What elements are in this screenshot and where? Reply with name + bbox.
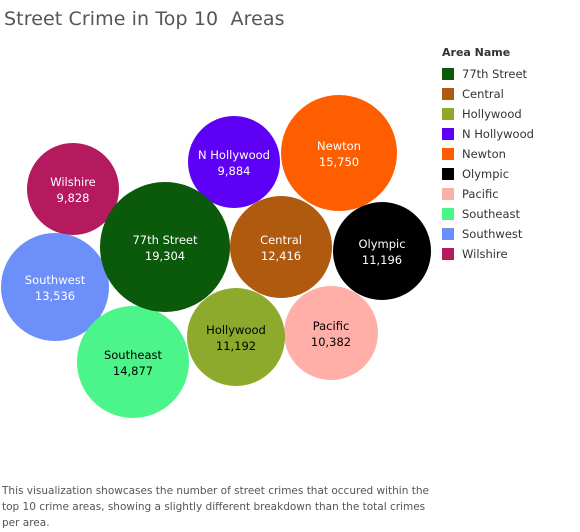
legend-label: Southeast: [462, 207, 521, 221]
legend-label: Pacific: [462, 187, 499, 201]
bubble-circle-southwest: [1, 233, 109, 341]
legend-item-southeast[interactable]: Southeast: [442, 204, 534, 224]
legend-swatch: [442, 88, 454, 100]
legend-swatch: [442, 188, 454, 200]
bubble-value-southwest: 13,536: [35, 289, 75, 303]
legend-swatch: [442, 248, 454, 260]
legend-label: Hollywood: [462, 107, 522, 121]
bubble-circle-newton: [281, 95, 397, 211]
bubble-label-olympic: Olympic: [358, 237, 405, 251]
bubble-label-n-hollywood: N Hollywood: [198, 148, 270, 162]
bubble-n-hollywood: N Hollywood 9,884: [188, 116, 280, 208]
legend-label: Wilshire: [462, 247, 508, 261]
legend-label: Olympic: [462, 167, 510, 181]
bubble-value-77th-street: 19,304: [145, 249, 185, 263]
bubble-circle-77th-street: [100, 182, 230, 312]
bubble-circle-southeast: [77, 306, 189, 418]
bubble-hollywood: Hollywood 11,192: [187, 288, 285, 386]
legend-label: Southwest: [462, 227, 523, 241]
legend-label: Central: [462, 87, 504, 101]
bubble-olympic: Olympic 11,196: [333, 202, 431, 300]
bubble-value-southeast: 14,877: [113, 364, 153, 378]
legend-title: Area Name: [442, 46, 511, 59]
legend-label: Newton: [462, 147, 506, 161]
legend-item-newton[interactable]: Newton: [442, 144, 534, 164]
legend-item-olympic[interactable]: Olympic: [442, 164, 534, 184]
legend-item-central[interactable]: Central: [442, 84, 534, 104]
bubble-wilshire: Wilshire 9,828: [27, 143, 119, 235]
bubble-pacific: Pacific 10,382: [284, 286, 378, 380]
legend-item-hollywood[interactable]: Hollywood: [442, 104, 534, 124]
bubble-77th-street: 77th Street 19,304: [100, 182, 230, 312]
bubble-southwest: Southwest 13,536: [1, 233, 109, 341]
bubble-circle-wilshire: [27, 143, 119, 235]
bubble-label-pacific: Pacific: [313, 319, 350, 333]
legend-swatch: [442, 168, 454, 180]
legend-swatch: [442, 208, 454, 220]
bubble-label-wilshire: Wilshire: [50, 175, 96, 189]
legend-label: N Hollywood: [462, 127, 534, 141]
legend-item-wilshire[interactable]: Wilshire: [442, 244, 534, 264]
bubble-value-central: 12,416: [261, 249, 301, 263]
bubble-value-hollywood: 11,192: [216, 339, 256, 353]
bubble-label-77th-street: 77th Street: [132, 233, 198, 247]
bubble-value-newton: 15,750: [319, 155, 359, 169]
bubble-label-central: Central: [260, 233, 302, 247]
bubble-circle-pacific: [284, 286, 378, 380]
bubble-central: Central 12,416: [230, 196, 332, 298]
legend-item-pacific[interactable]: Pacific: [442, 184, 534, 204]
legend-swatch: [442, 68, 454, 80]
legend-items: 77th Street Central Hollywood N Hollywood Ne…: [442, 64, 534, 264]
legend-item-n-hollywood[interactable]: N Hollywood: [442, 124, 534, 144]
bubble-label-southwest: Southwest: [25, 273, 86, 287]
bubble-chart: Wilshire 9,828 Southwest 13,536 Southeast 14,…: [1, 95, 431, 418]
bubble-value-n-hollywood: 9,884: [218, 164, 251, 178]
bubble-circle-central: [230, 196, 332, 298]
legend-label: 77th Street: [462, 67, 528, 81]
legend-swatch: [442, 128, 454, 140]
legend-item-southwest[interactable]: Southwest: [442, 224, 534, 244]
bubble-label-southeast: Southeast: [104, 348, 163, 362]
bubble-label-newton: Newton: [317, 139, 361, 153]
chart-title: Street Crime in Top 10 Areas: [4, 8, 285, 30]
bubble-circle-olympic: [333, 202, 431, 300]
legend-swatch: [442, 108, 454, 120]
bubble-value-olympic: 11,196: [362, 253, 402, 267]
legend-swatch: [442, 228, 454, 240]
legend: Area Name 77th Street Central Hollywood N H…: [442, 45, 534, 264]
legend-swatch: [442, 148, 454, 160]
bubble-value-pacific: 10,382: [311, 335, 351, 349]
legend-item-77th-street[interactable]: 77th Street: [442, 64, 534, 84]
bubble-newton: Newton 15,750: [281, 95, 397, 211]
caption: This visualization showcases the number …: [2, 485, 429, 529]
bubble-circle-hollywood: [187, 288, 285, 386]
bubble-southeast: Southeast 14,877: [77, 306, 189, 418]
bubble-label-hollywood: Hollywood: [206, 323, 266, 337]
bubble-circle-n-hollywood: [188, 116, 280, 208]
bubble-value-wilshire: 9,828: [57, 191, 90, 205]
